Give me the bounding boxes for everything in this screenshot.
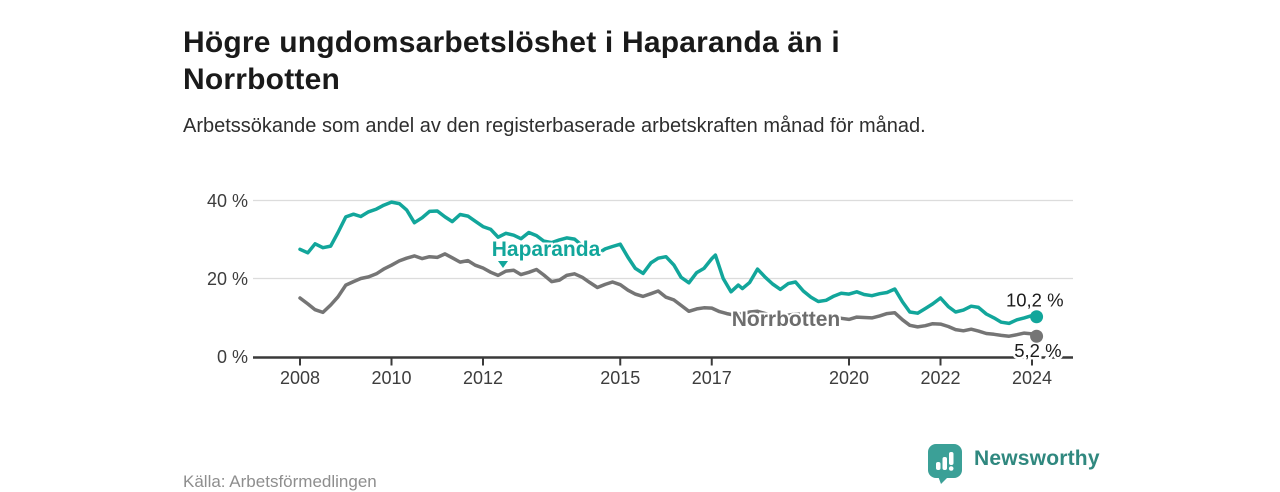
- x-tick-label-2017: 2017: [692, 368, 732, 388]
- norrbotten-end-label: 5,2 %: [1014, 340, 1061, 361]
- norrbotten-series-label: Norrbotten: [732, 308, 841, 331]
- y-tick-label-40: 40 %: [207, 191, 248, 211]
- x-tick-label-2022: 2022: [920, 368, 960, 388]
- chart-subtitle: Arbetssökande som andel av den registerb…: [183, 115, 926, 137]
- norrbotten-end-dot: [1030, 329, 1044, 343]
- haparanda-series-label: Haparanda: [492, 238, 601, 261]
- x-tick-label-2024: 2024: [1012, 368, 1052, 388]
- x-tick-label-2012: 2012: [463, 368, 503, 388]
- haparanda-end-label: 10,2 %: [1006, 290, 1064, 311]
- y-tick-label-0: 0 %: [217, 347, 248, 367]
- source-note: Källa: Arbetsförmedlingen: [183, 472, 377, 491]
- bar-chart-speech-bubble-icon: [928, 444, 962, 484]
- norrbotten-line: [298, 252, 1039, 338]
- x-tick-label-2010: 2010: [371, 368, 411, 388]
- haparanda-line: [298, 200, 1039, 326]
- unemployment-line-chart: 0 % 20 % 40 % 2008 2010 2012 2015 2017 2020 2022 2…: [207, 191, 1073, 388]
- haparanda-end-dot: [1030, 310, 1044, 324]
- haparanda-label-marker: [498, 261, 508, 268]
- x-tick-label-2015: 2015: [600, 368, 640, 388]
- x-tick-label-2008: 2008: [280, 368, 320, 388]
- y-tick-label-20: 20 %: [207, 269, 248, 289]
- page-title: Högre ungdomsarbetslöshet i Haparanda än…: [183, 26, 840, 97]
- x-tick-label-2020: 2020: [829, 368, 869, 388]
- brand-name: Newsworthy: [974, 447, 1100, 470]
